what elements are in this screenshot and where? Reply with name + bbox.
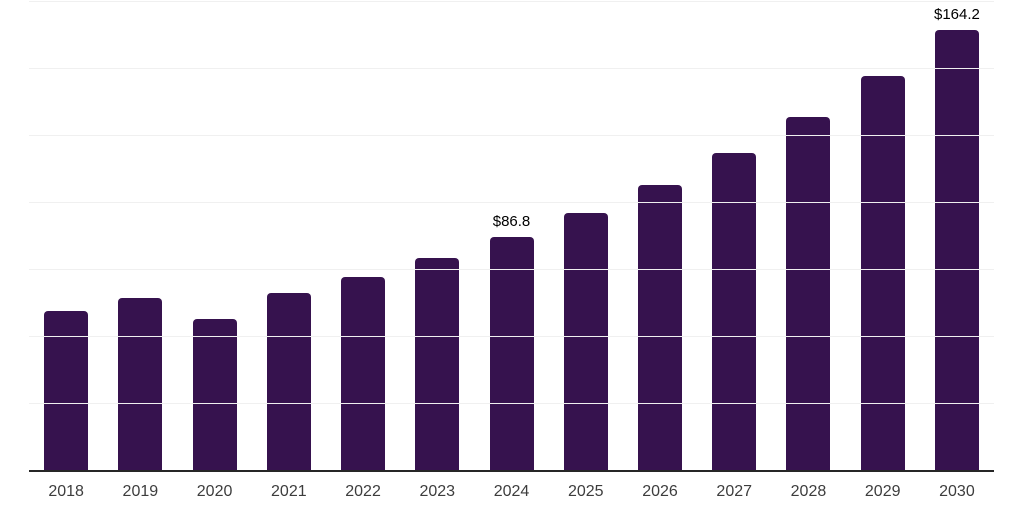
bar-2028	[786, 117, 831, 470]
value-label-2024: $86.8	[492, 213, 531, 231]
x-tick-2025: 2025	[567, 483, 604, 500]
x-tick-2019: 2019	[122, 483, 159, 500]
bar-2027	[712, 153, 757, 470]
bar-2022	[341, 276, 386, 470]
bar-2019	[118, 297, 163, 470]
gridline	[29, 269, 994, 270]
bar-slot-2026	[623, 1, 697, 470]
bar-slot-2022	[326, 1, 400, 470]
bars-container: $86.8 $164.2	[29, 1, 994, 470]
x-axis-labels: 2018 2019 2020 2021 2022 2023 2024 2025 2026 2027…	[29, 483, 994, 501]
bar-2030	[934, 29, 979, 470]
x-tick-2024: 2024	[493, 483, 530, 500]
bar-2026	[637, 184, 682, 470]
bar-slot-2024: $86.8	[474, 1, 548, 470]
bar-slot-2018	[29, 1, 103, 470]
x-tick-2026: 2026	[642, 483, 678, 500]
bar-2018	[44, 311, 89, 470]
x-tick-2018: 2018	[48, 483, 84, 500]
bar-slot-2023	[400, 1, 474, 470]
bar-2020	[192, 319, 237, 470]
x-tick-2020: 2020	[196, 483, 233, 500]
bar-slot-2030: $164.2	[920, 1, 994, 470]
x-tick-2027: 2027	[716, 483, 753, 500]
gridline	[29, 403, 994, 404]
bar-slot-2028	[771, 1, 845, 470]
bar-slot-2020	[177, 1, 251, 470]
bar-2024	[489, 237, 534, 470]
gridline	[29, 336, 994, 337]
gridline	[29, 135, 994, 136]
x-tick-2023: 2023	[419, 483, 456, 500]
bar-2023	[415, 258, 460, 470]
x-axis-line	[29, 470, 994, 472]
bar-2029	[860, 76, 905, 470]
plot-area: $86.8 $164.2	[29, 1, 994, 470]
bar-slot-2019	[103, 1, 177, 470]
gridline	[29, 68, 994, 69]
gridline	[29, 1, 994, 2]
x-tick-2022: 2022	[345, 483, 381, 500]
value-label-2030: $164.2	[933, 5, 980, 23]
x-tick-2030: 2030	[939, 483, 975, 500]
bar-slot-2029	[846, 1, 920, 470]
x-tick-2028: 2028	[790, 483, 827, 500]
gridline	[29, 202, 994, 203]
bar-slot-2021	[252, 1, 326, 470]
bar-2021	[266, 293, 311, 470]
bar-slot-2025	[549, 1, 623, 470]
bar-slot-2027	[697, 1, 771, 470]
bar-2025	[563, 213, 608, 470]
x-tick-2029: 2029	[864, 483, 901, 500]
x-tick-2021: 2021	[271, 483, 307, 500]
